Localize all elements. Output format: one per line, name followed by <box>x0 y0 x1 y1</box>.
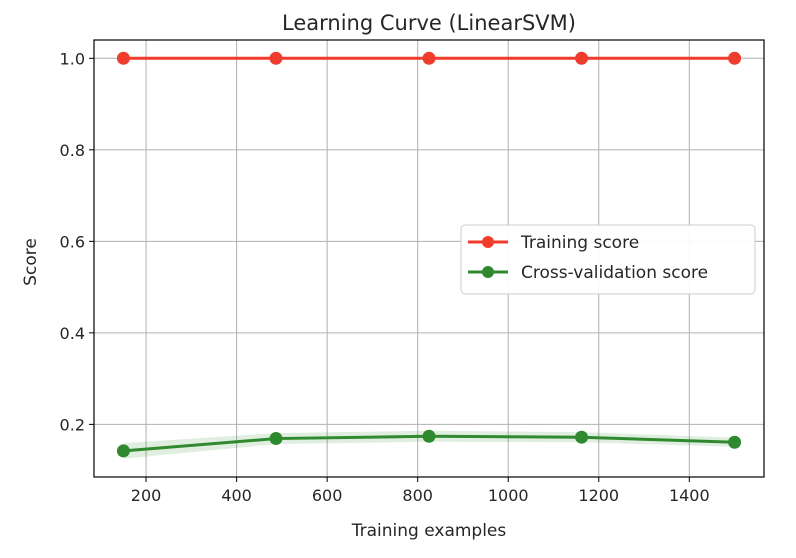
y-tick-label: 0.6 <box>60 232 85 251</box>
legend-label-cv: Cross-validation score <box>521 263 708 283</box>
legend-marker-training <box>482 236 494 248</box>
y-tick-label: 0.8 <box>60 141 85 160</box>
x-tick-label: 1400 <box>669 486 710 505</box>
x-tick-label: 200 <box>131 486 162 505</box>
y-axis-label: Score <box>21 238 41 286</box>
point-cv <box>575 430 589 444</box>
point-cv <box>422 429 436 443</box>
series-points <box>116 51 742 458</box>
x-tick-label: 1200 <box>578 486 619 505</box>
x-tick-label: 800 <box>402 486 433 505</box>
x-tick-label: 400 <box>221 486 252 505</box>
legend-label-training: Training score <box>520 233 639 253</box>
x-axis-ticks: 200 400 600 800 1000 1200 1400 <box>131 477 710 505</box>
x-axis-label: Training examples <box>351 521 507 541</box>
point-training <box>728 51 742 65</box>
point-training <box>116 51 130 65</box>
y-tick-label: 1.0 <box>60 49 85 68</box>
x-tick-label: 1000 <box>488 486 529 505</box>
point-training <box>422 51 436 65</box>
point-cv <box>269 432 283 446</box>
y-tick-label: 0.2 <box>60 415 85 434</box>
point-cv <box>116 444 130 458</box>
x-tick-label: 600 <box>312 486 343 505</box>
point-training <box>269 51 283 65</box>
legend-marker-cv <box>482 266 494 278</box>
legend: Training score Cross-validation score <box>460 224 756 295</box>
point-cv <box>728 435 742 449</box>
y-axis-ticks: 0.2 0.4 0.6 0.8 1.0 <box>60 49 94 434</box>
chart-title: Learning Curve (LinearSVM) <box>282 11 576 35</box>
point-training <box>575 51 589 65</box>
plot-frame <box>93 39 765 478</box>
legend-box <box>460 224 756 295</box>
y-tick-label: 0.4 <box>60 324 85 343</box>
